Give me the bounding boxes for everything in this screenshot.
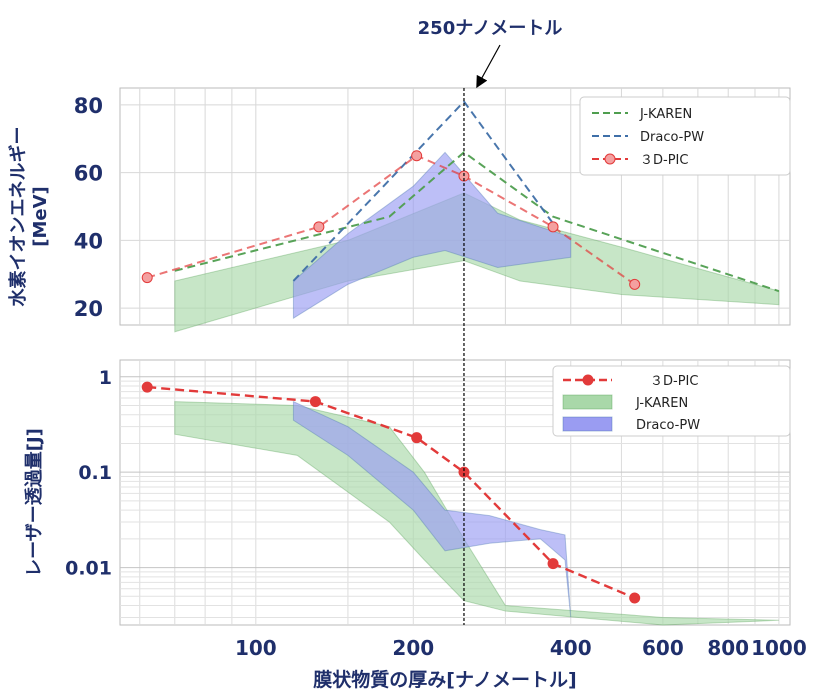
top-data-point xyxy=(411,150,423,162)
top-legend-label: ３D-PIC xyxy=(640,153,688,168)
bottom-y-tick-label: 0.1 xyxy=(78,462,112,484)
annotation-250nm: 250ナノメートル xyxy=(418,18,563,39)
top-series-line xyxy=(292,99,554,282)
bottom-data-point xyxy=(629,592,641,604)
top-y-axis-label: 水素イオンエネルギー xyxy=(7,127,29,307)
bottom-legend-marker xyxy=(582,374,594,386)
energy-panel: 20 40 60 80 水素イオンエネルギー [MeV] J-KAREN Draco-PW ３D… xyxy=(7,87,791,333)
bottom-band-jkaren xyxy=(174,401,779,626)
bottom-band-dracopw xyxy=(292,400,572,618)
bottom-data-point xyxy=(411,432,423,444)
top-data-point xyxy=(547,221,559,233)
x-tick-label: 1000 xyxy=(751,636,807,660)
bottom-y-axis-label: レーザー透過量[J] xyxy=(23,428,45,577)
top-data-point xyxy=(141,272,153,284)
top-series-line xyxy=(174,151,780,293)
top-y-tick-label: 60 xyxy=(74,162,103,186)
top-y-tick-label: 40 xyxy=(74,229,103,253)
bottom-data-point xyxy=(458,466,470,478)
bottom-data-point xyxy=(309,396,321,408)
transmission-panel: 1 0.1 0.01 レーザー透過量[J] 100 200 400 600 800 1000 ３D-… xyxy=(23,359,807,660)
bottom-legend-label: Draco-PW xyxy=(636,418,700,433)
top-series-line xyxy=(146,154,636,286)
bottom-series-line xyxy=(147,385,636,600)
top-y-axis-label: [MeV] xyxy=(30,186,51,247)
x-tick-label: 400 xyxy=(550,636,592,660)
annotation-arrow xyxy=(476,44,501,89)
bottom-legend-swatch xyxy=(562,394,613,410)
top-legend-label: J-KAREN xyxy=(639,107,692,122)
bottom-y-tick-label: 0.01 xyxy=(65,558,112,580)
top-data-point xyxy=(458,170,470,182)
bottom-legend-label: ３D-PIC xyxy=(650,374,698,389)
x-tick-label: 600 xyxy=(642,636,684,660)
top-data-point xyxy=(313,221,325,233)
top-legend-box xyxy=(579,96,791,176)
top-band-dracopw xyxy=(292,151,572,320)
bottom-data-point xyxy=(547,558,559,570)
bottom-legend-box xyxy=(552,365,791,437)
bottom-legend-label: J-KAREN xyxy=(635,396,688,411)
x-tick-label: 800 xyxy=(707,636,749,660)
top-legend-marker xyxy=(604,153,616,165)
x-tick-label: 100 xyxy=(235,636,277,660)
x-tick-label: 200 xyxy=(392,636,434,660)
bottom-data-point xyxy=(141,381,153,393)
top-y-tick-label: 20 xyxy=(74,297,103,321)
x-axis-label: 膜状物質の厚み[ナノメートル] xyxy=(312,668,576,691)
top-data-point xyxy=(629,278,641,290)
top-y-tick-label: 80 xyxy=(74,94,103,118)
bottom-y-tick-label: 1 xyxy=(99,367,112,389)
top-legend-label: Draco-PW xyxy=(640,130,704,145)
bottom-legend-swatch xyxy=(562,416,613,432)
